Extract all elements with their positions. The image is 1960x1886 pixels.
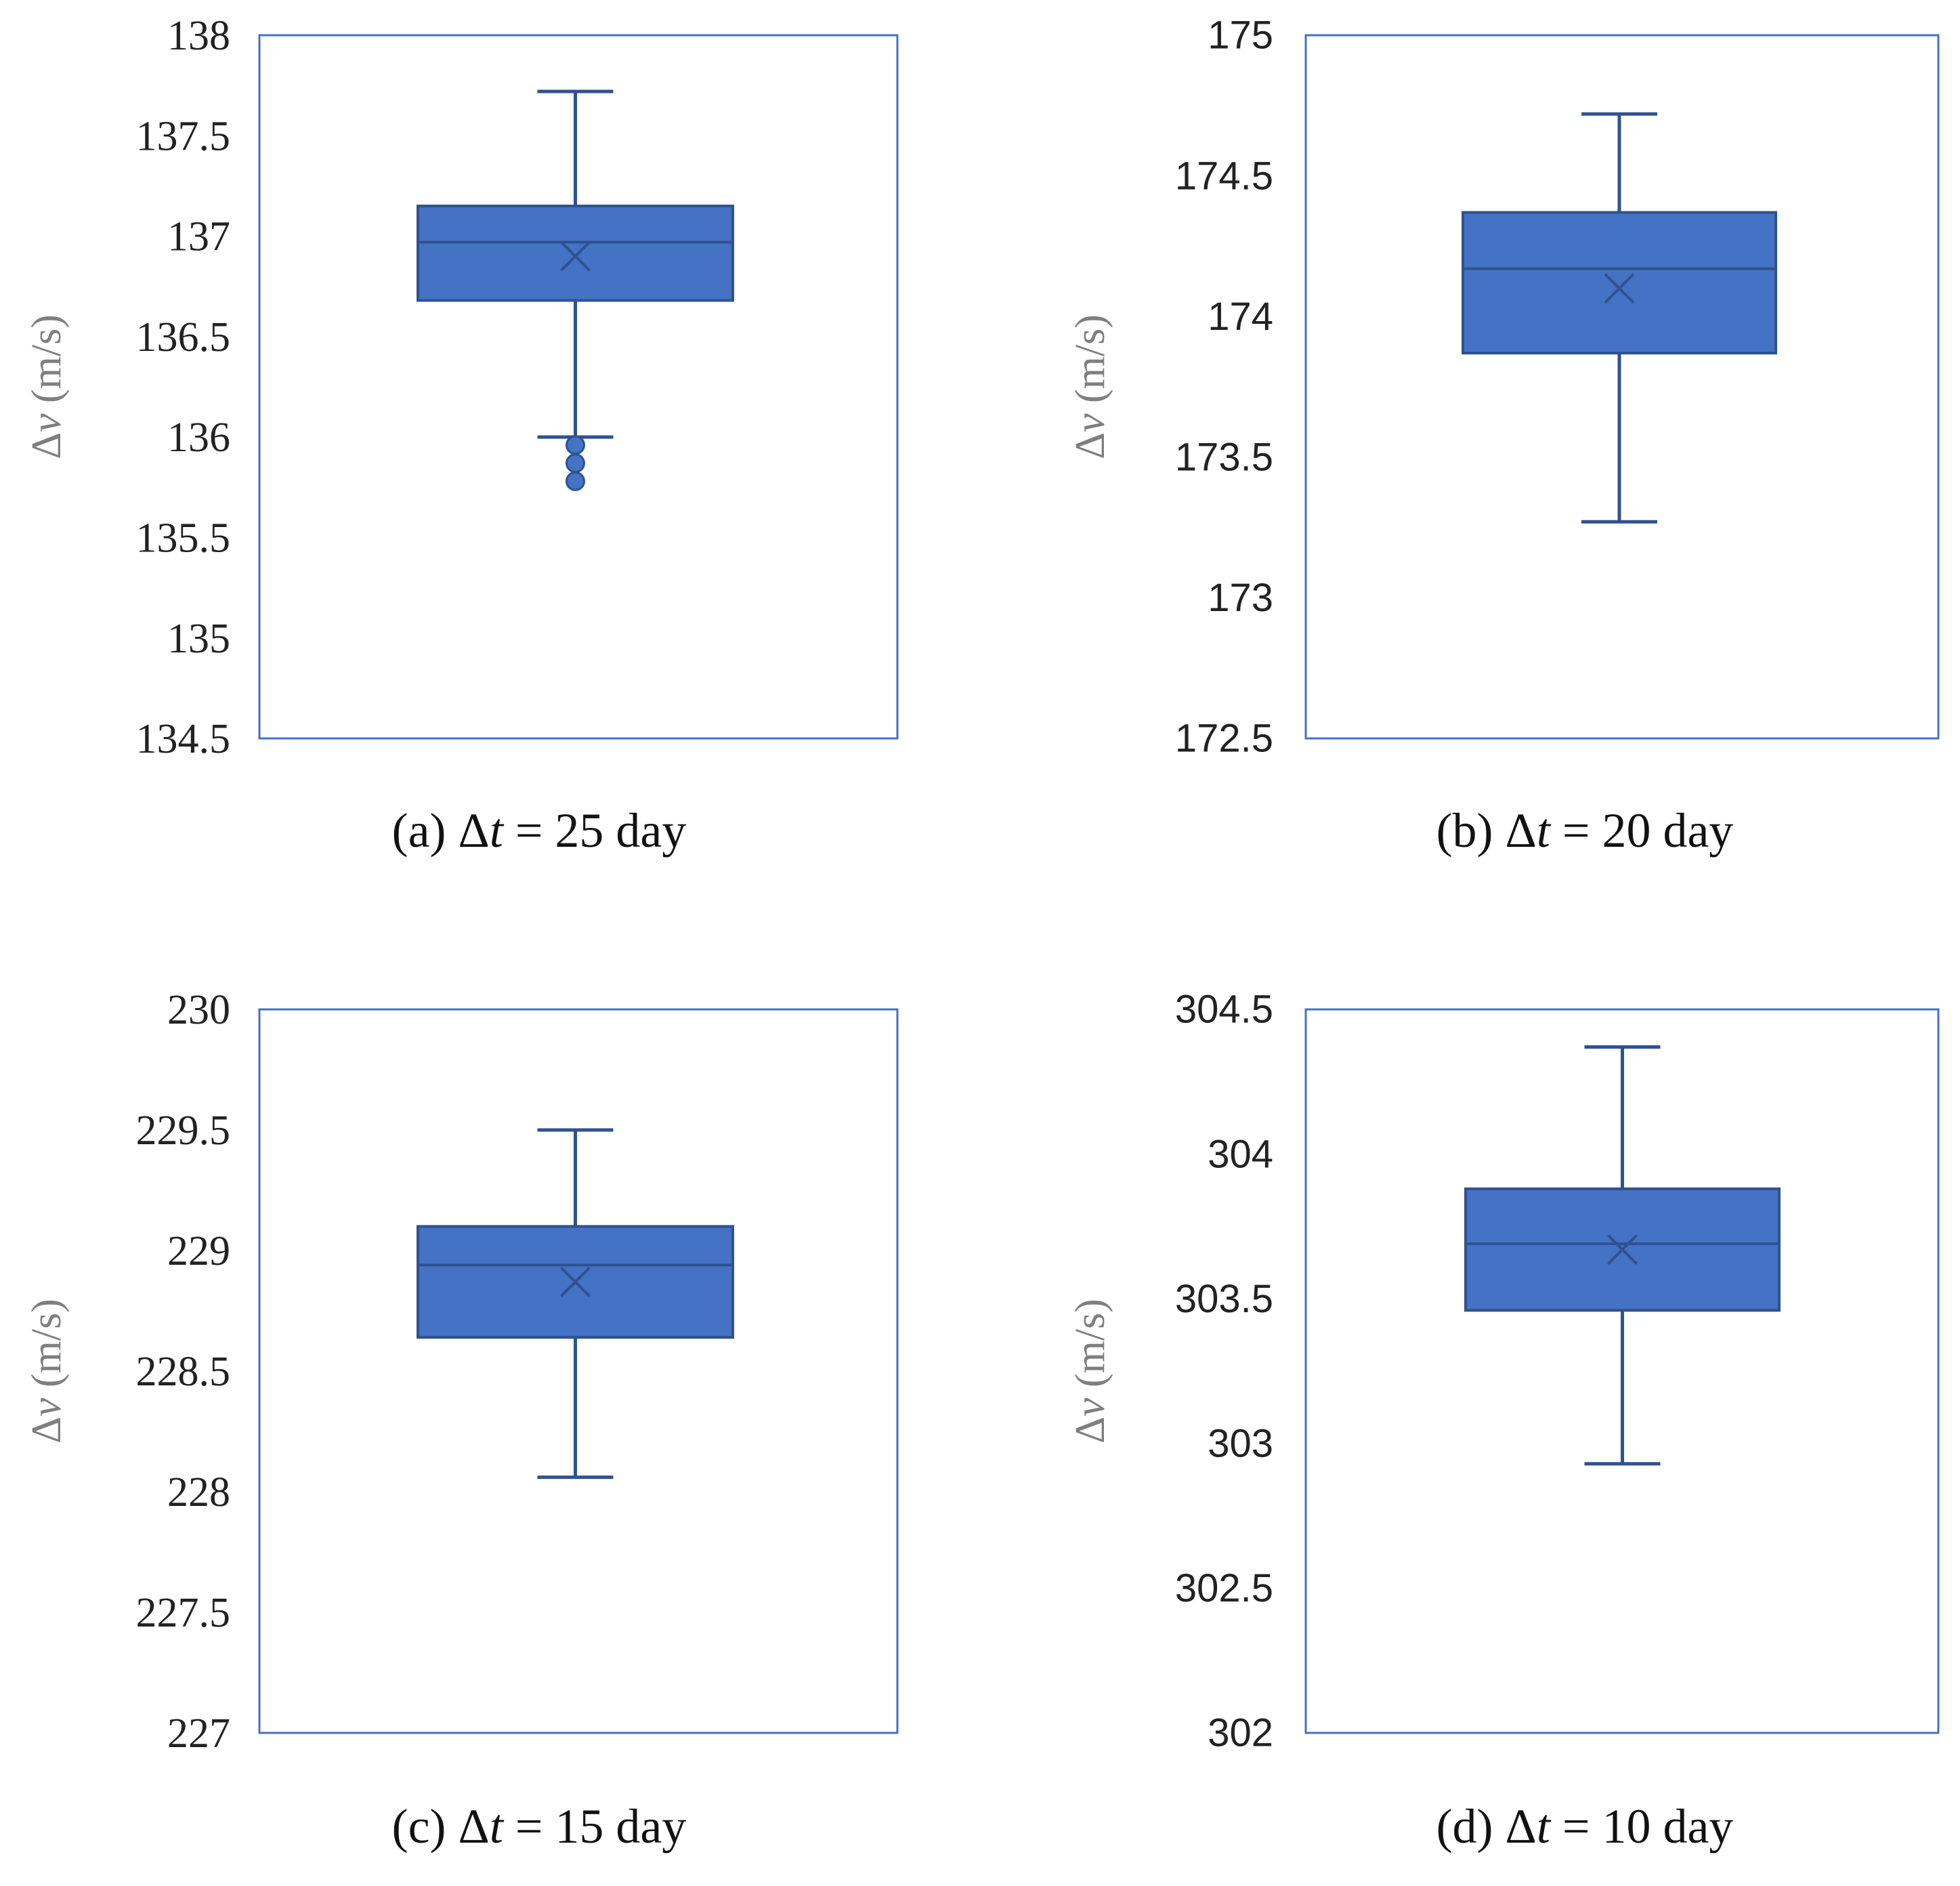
y-tick-label: 230 (167, 987, 230, 1033)
caption-suffix: = 25 day (503, 803, 687, 858)
y-axis-label-symbol: Δ (24, 1417, 70, 1444)
plot-frame (1304, 34, 1940, 740)
y-tick-label: 174.5 (1175, 154, 1273, 198)
panel-c: 230 229.5 229 228.5 228 227.5 227 Δv (m/s) (c) Δ… (24, 987, 899, 1853)
caption-variable: t (490, 803, 505, 858)
y-tick-label: 304 (1208, 1132, 1273, 1176)
caption-variable: t (1537, 803, 1552, 858)
y-tick-label: 302 (1208, 1711, 1273, 1755)
y-axis-label-variable: v (1067, 1398, 1113, 1417)
y-axis-label-unit: (m/s) (1067, 1299, 1113, 1398)
mean-marker-stroke (560, 240, 591, 272)
panel-caption: (a) Δt = 25 day (392, 803, 687, 858)
mean-marker (1604, 273, 1635, 304)
y-tick-label: 229 (167, 1228, 230, 1274)
y-tick-label: 228.5 (136, 1349, 231, 1395)
mean-marker-stroke (1607, 1234, 1638, 1265)
caption-variable: t (490, 1799, 505, 1853)
y-tick-label: 134.5 (136, 716, 231, 762)
outlier-point (566, 435, 585, 455)
y-axis-label-unit: (m/s) (24, 314, 70, 413)
y-tick-label: 135.5 (136, 516, 231, 562)
y-axis-label-variable: v (1067, 413, 1113, 432)
plot-frame (258, 1008, 899, 1734)
caption-prefix: (c) Δ (392, 1799, 490, 1853)
y-tick-label: 227 (167, 1711, 230, 1757)
mean-marker (1607, 1234, 1638, 1265)
y-tick-label: 173 (1208, 576, 1273, 620)
y-tick-label: 136 (167, 415, 230, 461)
iqr-box (1462, 211, 1777, 355)
mean-marker-stroke (560, 1266, 591, 1297)
mean-marker-stroke (1604, 273, 1635, 304)
y-tick-label: 173.5 (1175, 436, 1273, 480)
y-axis-label-variable: v (24, 1398, 70, 1417)
iqr-box (417, 205, 734, 302)
y-axis-label-unit: (m/s) (24, 1299, 70, 1398)
panel-d: 304.5 304 303.5 303 302.5 302 Δv (m/s) (d) Δt =… (1067, 988, 1940, 1853)
y-axis-label-symbol: Δ (1067, 1417, 1113, 1444)
plot-frame (258, 34, 899, 740)
caption-suffix: = 20 day (1550, 803, 1734, 858)
caption-prefix: (a) Δ (392, 803, 490, 858)
mean-marker (560, 240, 591, 272)
y-tick-label: 135 (167, 616, 230, 662)
y-tick-label: 174 (1208, 295, 1273, 339)
y-tick-label: 304.5 (1175, 988, 1273, 1032)
caption-variable: t (1537, 1799, 1552, 1853)
outlier-point (566, 471, 585, 491)
caption-prefix: (d) Δ (1436, 1799, 1537, 1853)
mean-marker (560, 1266, 591, 1297)
y-axis-label-symbol: Δ (24, 432, 70, 459)
y-tick-label: 137.5 (136, 113, 231, 159)
y-tick-label: 229.5 (136, 1108, 231, 1154)
caption-suffix: = 10 day (1550, 1799, 1734, 1853)
outlier-point (566, 453, 585, 474)
panel-b: 175 174.5 174 173.5 173 172.5 Δv (m/s) (b) Δt =… (1067, 14, 1940, 858)
y-tick-label: 172.5 (1175, 717, 1273, 761)
caption-suffix: = 15 day (503, 1799, 687, 1853)
y-tick-label: 228 (167, 1469, 230, 1515)
y-axis-label: Δv (m/s) (1067, 314, 1113, 459)
y-tick-label: 175 (1208, 14, 1273, 58)
plot-frame (1304, 1008, 1940, 1734)
panel-caption: (d) Δt = 10 day (1436, 1799, 1734, 1853)
y-axis-label: Δv (m/s) (1067, 1299, 1113, 1444)
y-tick-label: 137 (167, 214, 230, 260)
panel-caption: (b) Δt = 20 day (1436, 803, 1734, 858)
y-tick-label: 302.5 (1175, 1566, 1273, 1610)
y-tick-label: 138 (167, 13, 230, 59)
y-axis-label-symbol: Δ (1067, 432, 1113, 459)
y-tick-label: 227.5 (136, 1590, 231, 1636)
y-tick-label: 303 (1208, 1422, 1273, 1466)
y-axis-label: Δv (m/s) (24, 1299, 70, 1444)
y-axis-label-variable: v (24, 413, 70, 432)
panel-a: 138 137.5 137 136.5 136 135.5 135 134.5 Δv (m/s)… (24, 13, 899, 858)
y-tick-label: 303.5 (1175, 1277, 1273, 1321)
y-axis-label: Δv (m/s) (24, 314, 70, 459)
panel-caption: (c) Δt = 15 day (392, 1799, 687, 1853)
caption-prefix: (b) Δ (1436, 803, 1537, 858)
y-axis-label-unit: (m/s) (1067, 314, 1113, 413)
y-tick-label: 136.5 (136, 314, 231, 360)
